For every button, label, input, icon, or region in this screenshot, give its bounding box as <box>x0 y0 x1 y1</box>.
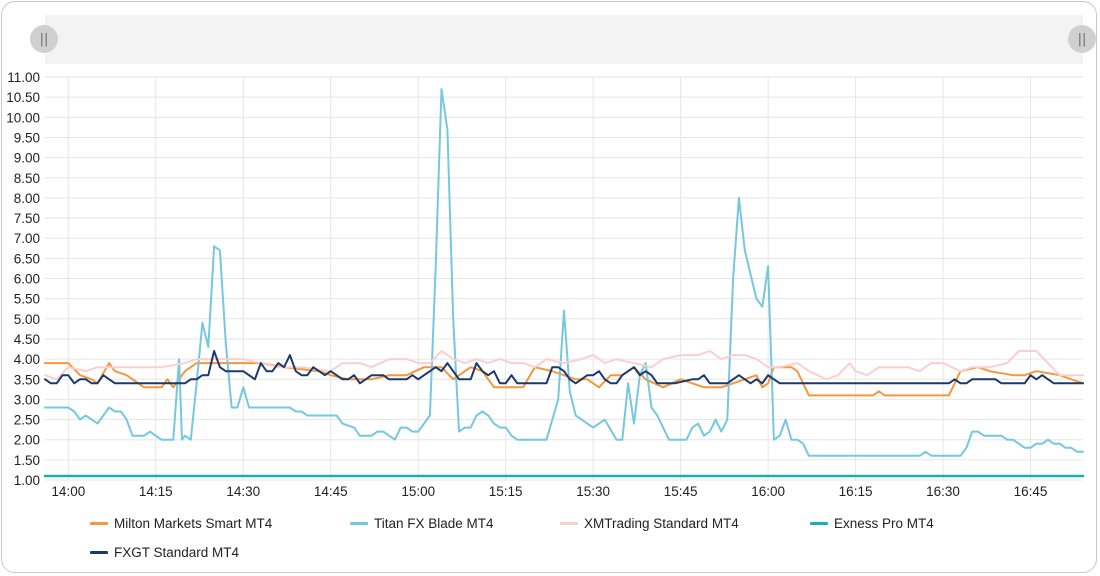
legend-label: Titan FX Blade MT4 <box>374 516 494 531</box>
y-tick-label: 7.50 <box>14 211 40 226</box>
pause-bars-icon: || <box>1077 31 1087 47</box>
chart-series-lines <box>43 88 1085 478</box>
y-tick-label: 11.00 <box>7 70 40 85</box>
x-tick-label: 16:45 <box>1014 484 1048 499</box>
legend-label: XMTrading Standard MT4 <box>584 516 739 531</box>
legend-label: Exness Pro MT4 <box>834 516 934 531</box>
y-tick-label: 3.00 <box>14 392 40 407</box>
chart-gridlines <box>45 76 1083 481</box>
y-tick-label: 9.50 <box>14 130 40 145</box>
y-tick-label: 2.50 <box>14 413 40 428</box>
y-tick-label: 5.00 <box>14 312 40 327</box>
y-tick-label: 10.50 <box>6 90 40 105</box>
y-tick-label: 1.50 <box>14 453 40 468</box>
y-tick-label: 9.00 <box>14 151 40 166</box>
y-tick-label: 2.00 <box>14 433 40 448</box>
pause-bars-icon: || <box>39 31 49 47</box>
y-tick-label: 3.50 <box>14 372 40 387</box>
range-selector-track[interactable] <box>45 15 1083 64</box>
x-tick-label: 15:15 <box>489 484 523 499</box>
range-handle-right[interactable]: || <box>1068 25 1096 53</box>
legend-item[interactable]: Titan FX Blade MT4 <box>350 516 494 531</box>
legend-item[interactable]: XMTrading Standard MT4 <box>560 516 739 531</box>
y-tick-label: 7.00 <box>14 231 40 246</box>
x-tick-label: 15:00 <box>401 484 435 499</box>
x-tick-label: 15:30 <box>576 484 610 499</box>
y-tick-label: 1.00 <box>14 473 40 488</box>
series-line-titan-fx-blade-mt4 <box>44 88 1084 457</box>
y-axis-ticks: 11.00 10.50 10.00 9.50 9.00 8.50 8.00 7.50 7.00 6… <box>6 70 40 488</box>
y-tick-label: 6.50 <box>14 251 40 266</box>
x-tick-label: 14:15 <box>139 484 173 499</box>
y-tick-label: 10.00 <box>6 110 40 125</box>
range-handle-left[interactable]: || <box>30 25 58 53</box>
y-tick-label: 8.50 <box>14 171 40 186</box>
x-tick-label: 16:15 <box>839 484 873 499</box>
y-tick-label: 5.50 <box>14 292 40 307</box>
series-line-milton-markets-smart-mt4 <box>44 362 1084 397</box>
legend-swatch <box>90 551 108 554</box>
x-axis-ticks: 14:00 14:15 14:30 14:45 15:00 15:15 15:30 15:45… <box>51 484 1047 499</box>
legend-swatch <box>810 522 828 525</box>
legend-swatch <box>560 522 578 525</box>
legend-item[interactable]: Exness Pro MT4 <box>810 516 934 531</box>
x-tick-label: 14:45 <box>314 484 348 499</box>
legend-swatch <box>350 522 368 525</box>
legend-swatch <box>90 522 108 525</box>
legend-item[interactable]: Milton Markets Smart MT4 <box>90 516 272 531</box>
legend-item[interactable]: FXGT Standard MT4 <box>90 545 239 560</box>
y-tick-label: 4.00 <box>14 352 40 367</box>
series-line-fxgt-standard-mt4 <box>44 350 1084 385</box>
x-tick-label: 15:45 <box>664 484 698 499</box>
y-tick-label: 4.50 <box>14 332 40 347</box>
x-tick-label: 16:30 <box>926 484 960 499</box>
x-tick-label: 14:30 <box>226 484 260 499</box>
legend-label: FXGT Standard MT4 <box>114 545 240 560</box>
x-tick-label: 14:00 <box>51 484 85 499</box>
y-tick-label: 8.00 <box>14 191 40 206</box>
legend-label: Milton Markets Smart MT4 <box>114 516 273 531</box>
y-tick-label: 6.00 <box>14 272 40 287</box>
x-tick-label: 16:00 <box>751 484 785 499</box>
